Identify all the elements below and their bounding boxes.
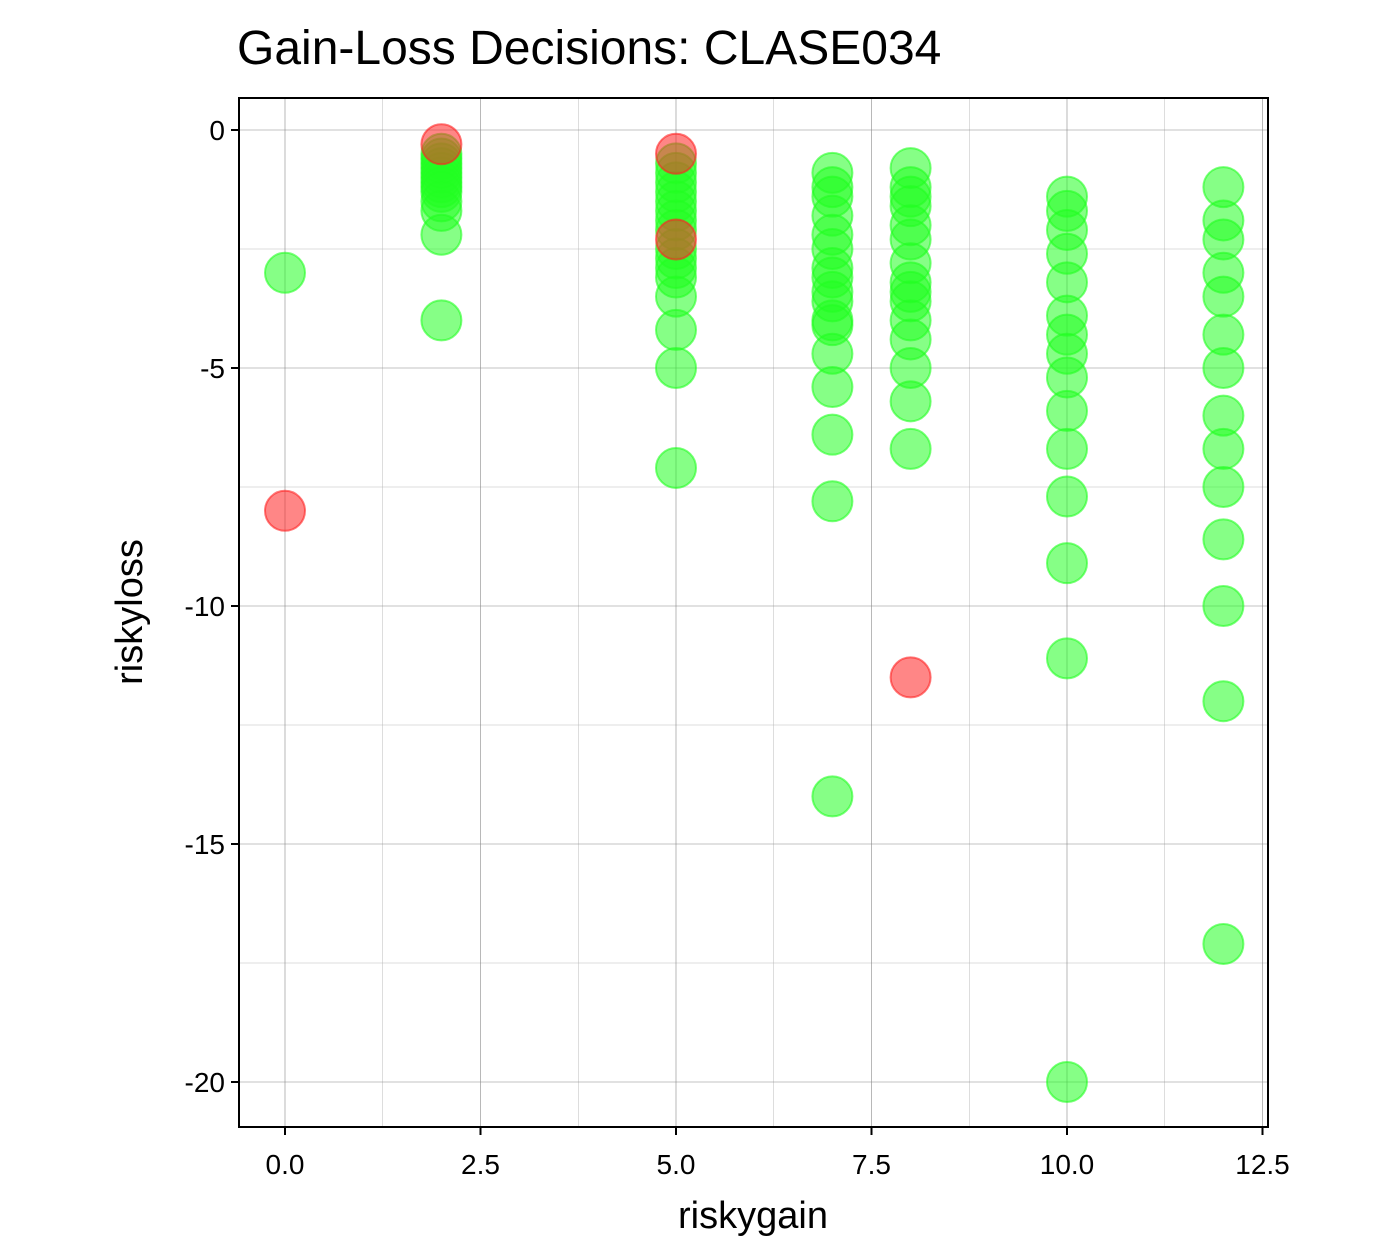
red-data-point <box>656 134 696 174</box>
green-data-point <box>1047 638 1087 678</box>
x-tick-label: 5.0 <box>657 1149 696 1180</box>
red-data-point <box>656 219 696 259</box>
grid-lines <box>239 98 1268 1127</box>
x-tick-label: 12.5 <box>1235 1149 1290 1180</box>
y-tick-label: -5 <box>200 353 225 384</box>
green-data-point <box>656 448 696 488</box>
y-tick-label: -10 <box>185 591 225 622</box>
green-data-point <box>812 776 852 816</box>
green-data-point <box>1203 348 1243 388</box>
red-data-point <box>421 124 461 164</box>
y-axis-label: riskyloss <box>109 539 151 685</box>
x-axis-label: riskygain <box>678 1195 828 1237</box>
y-tick-label: 0 <box>209 115 225 146</box>
green-data-point <box>421 300 461 340</box>
data-points <box>265 124 1243 1102</box>
green-data-point <box>265 253 305 293</box>
green-data-point <box>1203 924 1243 964</box>
green-data-point <box>656 348 696 388</box>
green-data-point <box>1203 681 1243 721</box>
green-data-point <box>421 215 461 255</box>
green-data-point <box>812 367 852 407</box>
green-data-point <box>1047 543 1087 583</box>
red-data-point <box>265 491 305 531</box>
green-data-point <box>1203 519 1243 559</box>
x-tick-label: 2.5 <box>461 1149 500 1180</box>
y-axis-ticks: 0 -5 -10 -15 -20 <box>185 115 239 1098</box>
green-data-point <box>812 481 852 521</box>
green-data-point <box>1047 391 1087 431</box>
x-axis-ticks: 0.0 2.5 5.0 7.5 10.0 12.5 <box>266 1127 1290 1180</box>
green-data-point <box>656 310 696 350</box>
green-data-point <box>812 415 852 455</box>
green-data-point <box>1203 429 1243 469</box>
plot-frame <box>239 98 1268 1127</box>
green-data-point <box>891 429 931 469</box>
green-data-point <box>891 381 931 421</box>
red-data-point <box>891 657 931 697</box>
y-tick-label: -20 <box>185 1067 225 1098</box>
chart-title: Gain-Loss Decisions: CLASE034 <box>237 22 941 75</box>
green-data-point <box>1047 429 1087 469</box>
x-tick-label: 10.0 <box>1040 1149 1095 1180</box>
green-data-point <box>1047 1062 1087 1102</box>
y-tick-label: -15 <box>185 829 225 860</box>
x-tick-label: 7.5 <box>852 1149 891 1180</box>
green-data-point <box>1203 586 1243 626</box>
x-tick-label: 0.0 <box>266 1149 305 1180</box>
green-data-point <box>1203 467 1243 507</box>
green-data-point <box>1047 477 1087 517</box>
green-data-point <box>1203 277 1243 317</box>
